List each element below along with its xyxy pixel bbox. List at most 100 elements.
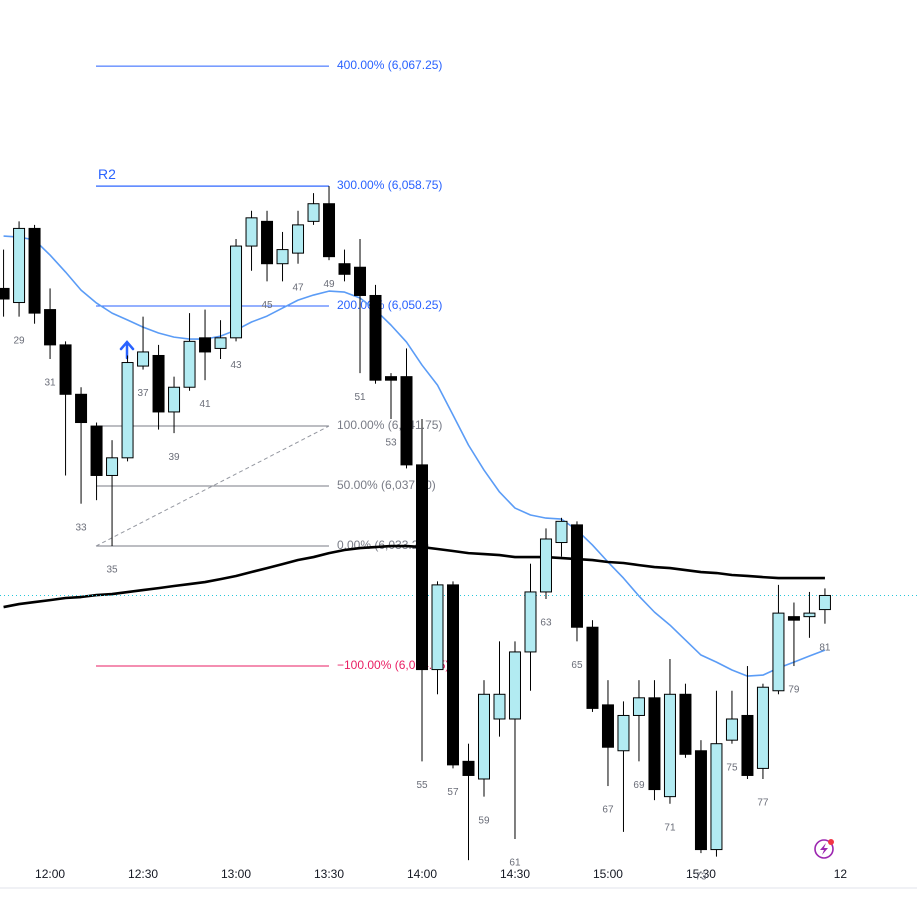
candle-body: [601, 704, 614, 748]
candle: [168, 376, 181, 434]
candle: [710, 690, 723, 857]
bar-number: 61: [509, 858, 521, 869]
candle-body: [570, 524, 583, 628]
candle: [462, 743, 475, 861]
candle-body: [230, 245, 243, 339]
candle: [0, 249, 10, 317]
candle: [245, 210, 258, 271]
fib-level-label: 200.00% (6,050.25): [337, 298, 442, 312]
candle: [230, 239, 243, 342]
candle: [772, 584, 785, 695]
candle-body: [307, 203, 320, 222]
x-tick-label: 14:30: [500, 867, 530, 881]
candle-body: [663, 693, 676, 798]
candle: [90, 422, 103, 501]
candle-body: [725, 718, 738, 741]
candle: [354, 239, 367, 374]
candle-body: [787, 616, 800, 621]
candle: [601, 680, 614, 787]
candle-body: [168, 386, 181, 413]
candle: [28, 224, 41, 324]
candle: [493, 641, 506, 737]
candle-body: [137, 351, 150, 367]
candle-body: [338, 263, 351, 275]
bar-number: 47: [292, 282, 304, 293]
candle-body: [152, 354, 165, 413]
candle-body: [121, 362, 134, 459]
candle: [694, 740, 707, 854]
candle-body: [741, 714, 754, 776]
bar-number: 81: [819, 642, 831, 653]
candle-body: [555, 520, 568, 544]
bar-number: 35: [106, 565, 118, 576]
fib-trend-line: [95, 425, 330, 547]
candle-body: [214, 337, 227, 349]
candle: [803, 591, 816, 638]
candle: [385, 373, 398, 420]
candle-body: [59, 344, 72, 395]
candle-body: [75, 393, 88, 424]
candle: [400, 348, 413, 469]
candle: [214, 320, 227, 360]
candle: [183, 313, 196, 391]
candle: [555, 517, 568, 557]
bar-number: 33: [75, 522, 87, 533]
candle: [787, 602, 800, 667]
candle-body: [617, 714, 630, 752]
candle: [431, 581, 444, 695]
bar-number: 53: [385, 438, 397, 449]
candle-body: [369, 294, 382, 381]
candle: [663, 658, 676, 804]
candle: [13, 221, 26, 317]
candle-body: [679, 693, 692, 755]
candle: [292, 210, 305, 264]
fib-level-label: 50.00% (6,037.50): [337, 478, 436, 492]
candle: [75, 387, 88, 504]
fib-level-label: 400.00% (6,067.25): [337, 58, 442, 72]
candle-body: [28, 227, 41, 314]
bar-number: 67: [602, 805, 614, 816]
candle-body: [508, 651, 521, 720]
candle: [524, 563, 537, 691]
candle-body: [106, 457, 119, 476]
x-tick-label: 12:30: [128, 867, 158, 881]
moving-average-line: [3, 235, 826, 677]
pivot-label: R2: [98, 166, 116, 182]
candle-body: [90, 425, 103, 476]
bar-number: 55: [416, 780, 428, 791]
candle-body: [694, 750, 707, 851]
candle-body: [276, 249, 289, 265]
candle-body: [261, 220, 274, 265]
candle-body: [772, 612, 785, 692]
bar-number: 57: [447, 787, 459, 798]
x-tick-label: 15:30: [686, 867, 716, 881]
fib-level-label: 300.00% (6,058.75): [337, 178, 442, 192]
bar-number: 31: [44, 378, 56, 389]
candle-body: [756, 686, 769, 769]
candle: [756, 683, 769, 779]
candle: [137, 316, 150, 370]
lightning-icon: [814, 839, 834, 859]
bar-number: 29: [13, 335, 25, 346]
candle-body: [818, 594, 831, 611]
candle: [416, 419, 429, 762]
candle-body: [199, 337, 212, 353]
candle-body: [183, 340, 196, 388]
bar-number: 59: [478, 815, 490, 826]
candle: [648, 680, 661, 801]
candle-body: [292, 224, 305, 254]
x-tick-label: 13:00: [221, 867, 251, 881]
bar-number: 49: [323, 279, 335, 290]
candle-body: [462, 760, 475, 776]
bar-number: 77: [757, 798, 769, 809]
candle-body: [44, 309, 57, 346]
candle-body: [323, 203, 336, 258]
candle-body: [710, 743, 723, 851]
candle: [725, 690, 738, 744]
candle: [59, 341, 72, 476]
candle: [152, 344, 165, 430]
bar-number: 43: [230, 360, 242, 371]
x-tick-label: 15:00: [593, 867, 623, 881]
